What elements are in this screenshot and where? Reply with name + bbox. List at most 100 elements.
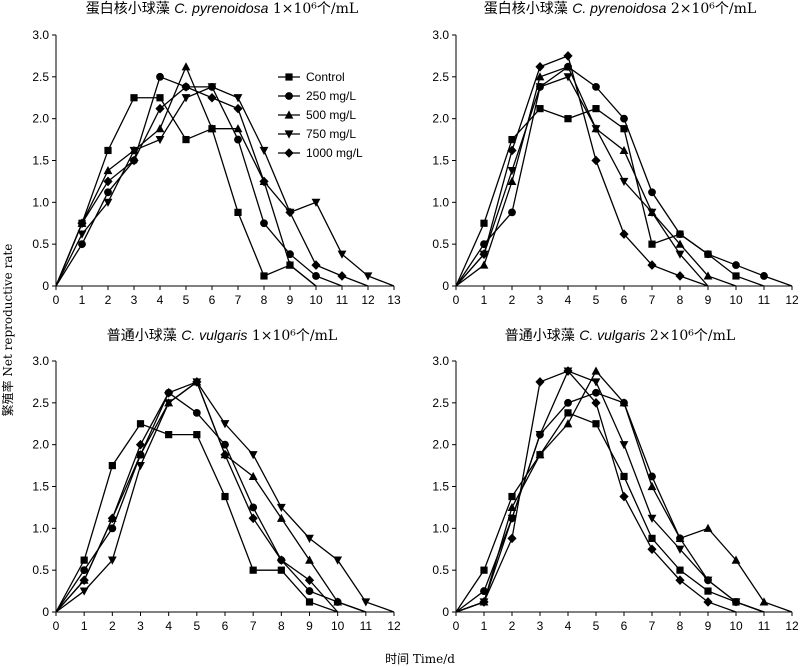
panel-title-prefix: 普通小球藻 <box>505 328 579 344</box>
x-tick-label: 9 <box>705 619 712 633</box>
data-point <box>591 366 601 375</box>
data-point <box>286 250 294 259</box>
series-line <box>55 422 338 613</box>
x-tick-label: 3 <box>131 293 138 307</box>
data-point <box>508 208 516 217</box>
legend-entry: 1000 mg/L <box>278 146 363 160</box>
data-point <box>156 72 164 81</box>
x-tick-label: 3 <box>137 619 144 633</box>
data-point <box>648 188 656 197</box>
series-line <box>455 392 765 613</box>
data-point <box>675 533 685 542</box>
x-tick-label: 5 <box>183 293 190 307</box>
series-1000-mg-l <box>55 82 369 287</box>
x-tick-label: 11 <box>360 619 373 633</box>
data-point <box>732 261 740 269</box>
x-tick-label: 8 <box>278 619 285 633</box>
data-point <box>181 94 191 103</box>
y-tick-label: 0 <box>442 605 449 619</box>
y-tick-label: 0.5 <box>32 237 49 251</box>
series-line <box>455 65 737 287</box>
y-tick-label: 3.0 <box>432 354 449 368</box>
series-500-mg-l <box>55 377 367 613</box>
data-point <box>77 218 87 229</box>
series-750-mg-l <box>55 83 395 287</box>
data-point <box>181 82 191 92</box>
data-point <box>619 398 629 407</box>
data-point <box>648 534 656 542</box>
data-point <box>337 271 347 281</box>
data-point <box>647 208 657 217</box>
data-point <box>233 124 243 133</box>
data-point <box>164 399 174 408</box>
legend: Control 250 mg/L 500 mg/L 750 mg/L 1000 mg/L <box>278 70 363 160</box>
chart-panels: 蛋白核小球藻 C. pyrenoidosa 1×10⁶个/mL 0 0.5 1.0 1.… <box>32 0 799 633</box>
data-point <box>591 155 601 166</box>
x-tick-label: 0 <box>453 293 460 307</box>
y-tick-label: 2.0 <box>432 438 449 452</box>
data-point <box>731 598 741 607</box>
data-point <box>311 198 321 207</box>
data-point <box>103 176 113 187</box>
data-point <box>276 555 286 565</box>
series-500-mg-l <box>455 366 793 613</box>
data-point <box>619 441 629 450</box>
data-point <box>760 272 768 280</box>
data-point <box>234 135 242 144</box>
data-point <box>620 114 628 123</box>
x-tick-label: 2 <box>105 293 112 307</box>
legend-marker <box>285 92 293 100</box>
data-point <box>207 92 217 103</box>
data-point <box>207 124 217 133</box>
y-tick-label: 1.5 <box>432 154 449 168</box>
data-point <box>563 62 573 71</box>
data-point <box>220 449 230 460</box>
x-tick-label: 5 <box>593 293 600 307</box>
legend-entry: 500 mg/L <box>278 108 356 122</box>
data-point <box>479 260 489 269</box>
x-axis-title: 时间 Time/d <box>385 652 455 666</box>
y-tick-label: 0.5 <box>432 237 449 251</box>
y-tick-label: 1.5 <box>32 480 49 494</box>
data-point <box>619 229 629 239</box>
data-point <box>619 177 629 187</box>
data-point <box>535 431 545 440</box>
data-point <box>619 491 629 502</box>
x-tick-label: 10 <box>331 619 345 633</box>
x-tick-label: 7 <box>235 293 242 307</box>
series-line <box>455 412 765 613</box>
data-point <box>164 387 174 398</box>
data-point <box>479 249 489 260</box>
data-point <box>156 94 164 102</box>
y-tick-label: 3.0 <box>32 354 49 368</box>
panel-title-species: C. vulgaris <box>181 327 247 343</box>
x-tick-label: 1 <box>79 293 86 307</box>
series-line <box>55 75 343 287</box>
x-tick-label: 4 <box>165 619 172 633</box>
y-tick-label: 1.0 <box>32 195 49 209</box>
data-point <box>620 472 628 481</box>
x-tick-label: 12 <box>785 293 799 307</box>
series-line <box>455 369 793 613</box>
data-point <box>136 420 145 428</box>
data-point <box>182 135 190 144</box>
y-tick-label: 0 <box>42 279 49 293</box>
legend-entry: 750 mg/L <box>278 127 356 141</box>
x-tick-label: 3 <box>537 619 544 633</box>
data-point <box>276 503 286 513</box>
data-point <box>104 188 112 197</box>
data-point <box>647 481 657 491</box>
data-point <box>592 105 600 113</box>
series-line <box>455 76 709 287</box>
data-point <box>535 61 545 72</box>
y-tick-label: 0.5 <box>32 563 49 577</box>
chart-panel-2: 蛋白核小球藻 C. pyrenoidosa 2×10⁶个/mL 0 0.5 1.0 1.… <box>432 0 799 307</box>
x-tick-label: 9 <box>306 619 313 633</box>
data-point <box>480 219 488 227</box>
data-point <box>648 472 656 481</box>
data-point <box>507 176 517 186</box>
data-point <box>104 146 112 155</box>
data-point <box>181 62 191 71</box>
legend-label: 500 mg/L <box>306 108 356 122</box>
data-point <box>535 377 545 387</box>
